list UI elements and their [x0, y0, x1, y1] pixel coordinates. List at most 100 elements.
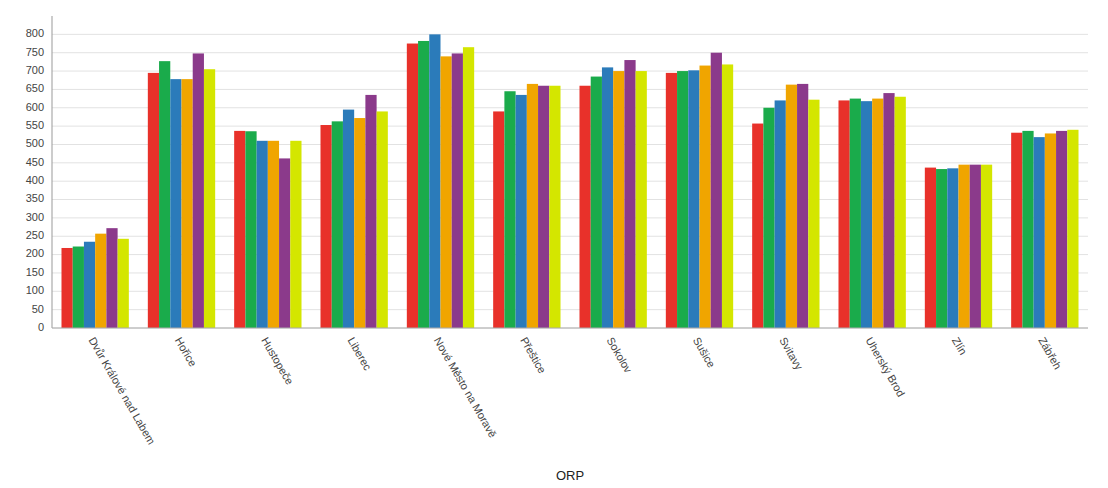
bar	[452, 53, 463, 328]
bar	[429, 34, 440, 328]
y-tick-label: 0	[38, 321, 44, 333]
x-tick-label: Nové Město na Moravě	[432, 335, 499, 439]
y-tick-label: 800	[26, 27, 44, 39]
bar	[193, 53, 204, 328]
bar	[1045, 133, 1056, 328]
bar	[504, 91, 515, 328]
grid-line	[52, 52, 1088, 53]
x-tick-label: Dvůr Králové nad Labem	[87, 335, 158, 446]
bar	[925, 168, 936, 328]
bar	[290, 141, 301, 328]
bar	[320, 125, 331, 328]
bar	[61, 248, 72, 328]
bar	[463, 47, 474, 328]
y-tick-label: 550	[26, 119, 44, 131]
y-tick-label: 400	[26, 174, 44, 186]
bar	[872, 99, 883, 328]
bar	[797, 84, 808, 328]
bar	[118, 239, 129, 328]
bar	[182, 79, 193, 328]
bar	[106, 228, 117, 328]
x-tick-label: Zábřeh	[1036, 335, 1064, 371]
y-tick-label: 700	[26, 64, 44, 76]
bar	[850, 99, 861, 328]
bar	[441, 56, 452, 328]
y-tick-label: 200	[26, 247, 44, 259]
bar	[970, 165, 981, 328]
bar	[84, 242, 95, 328]
bar	[688, 70, 699, 328]
x-tick-label: Hustopeče	[259, 335, 296, 387]
y-tick-label: 300	[26, 211, 44, 223]
bar	[354, 118, 365, 328]
bar	[711, 53, 722, 328]
bar	[591, 77, 602, 328]
x-tick-label: Svitavy	[777, 335, 805, 372]
bar	[365, 95, 376, 328]
bar-series	[106, 53, 1067, 328]
bar-series	[73, 41, 1034, 328]
y-tick-label: 450	[26, 156, 44, 168]
bar	[245, 131, 256, 328]
x-tick-label: Uherský Brod	[864, 335, 908, 399]
bar	[332, 121, 343, 328]
bar	[1022, 131, 1033, 328]
y-tick-label: 350	[26, 192, 44, 204]
y-tick-label: 500	[26, 137, 44, 149]
bar	[1011, 133, 1022, 328]
bar	[407, 44, 418, 328]
x-tick-label: Liberec	[346, 335, 375, 373]
bar	[883, 93, 894, 328]
bar	[268, 141, 279, 328]
bar	[981, 165, 992, 328]
chart-container: 0501001502002503003504004505005506006507…	[0, 0, 1108, 488]
bar	[343, 110, 354, 328]
bar	[1056, 131, 1067, 328]
grid-line	[52, 34, 1088, 35]
bar	[73, 247, 84, 328]
bar	[95, 234, 106, 328]
bar	[1034, 137, 1045, 328]
bar	[786, 85, 797, 328]
bar	[579, 86, 590, 328]
bar	[170, 79, 181, 328]
bar	[677, 71, 688, 328]
y-tick-label: 150	[26, 266, 44, 278]
bar	[1067, 130, 1078, 328]
grid-line	[52, 328, 1088, 329]
x-tick-label: Sušice	[691, 335, 718, 370]
bar	[752, 124, 763, 328]
bar	[538, 86, 549, 328]
x-tick-label: Hořice	[173, 335, 199, 369]
bar-series	[84, 34, 1045, 328]
x-axis: Dvůr Králové nad Labem Hořice Hustopeče Lib…	[52, 328, 1088, 446]
bar-series	[118, 47, 1079, 328]
bar	[148, 73, 159, 328]
bar	[549, 86, 560, 328]
bar	[763, 108, 774, 328]
bar	[527, 84, 538, 328]
bar	[234, 131, 245, 328]
bar	[722, 64, 733, 328]
bar	[159, 61, 170, 328]
bar	[895, 97, 906, 328]
x-axis-title: ORP	[556, 468, 584, 483]
bar	[624, 60, 635, 328]
bars	[61, 34, 1078, 328]
bar	[602, 67, 613, 328]
y-tick-label: 750	[26, 46, 44, 58]
y-tick-label: 650	[26, 82, 44, 94]
bar	[838, 100, 849, 328]
x-tick-label: Přeštice	[518, 335, 548, 375]
chart-svg: 0501001502002503003504004505005506006507…	[0, 0, 1108, 488]
y-tick-label: 50	[32, 303, 44, 315]
y-axis: 0501001502002503003504004505005506006507…	[26, 16, 52, 333]
bar	[418, 41, 429, 328]
bar	[666, 73, 677, 328]
y-tick-label: 600	[26, 101, 44, 113]
bar	[516, 95, 527, 328]
bar	[613, 71, 624, 328]
y-axis-line	[52, 16, 53, 328]
grid	[52, 34, 1088, 328]
bar	[204, 69, 215, 328]
